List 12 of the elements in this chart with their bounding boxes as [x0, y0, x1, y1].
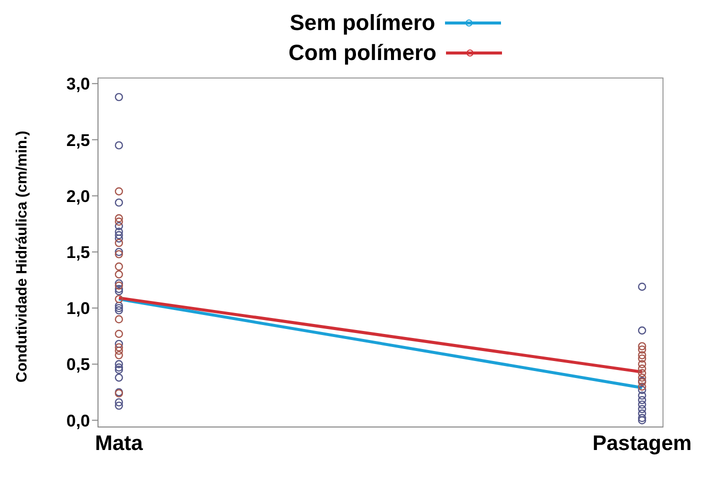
x-tick-label: Pastagem: [592, 432, 692, 455]
y-tick-label: 3,0: [66, 74, 90, 94]
legend-label: Com polímero: [288, 39, 436, 67]
legend-label: Sem polímero: [290, 9, 436, 37]
x-tick-label: Mata: [94, 432, 144, 455]
y-tick-label: 1,5: [66, 242, 90, 262]
y-axis-title: Condutividade Hidráulica (cm/min.): [13, 130, 30, 382]
y-tick-label: 0,0: [66, 411, 90, 430]
y-tick-label: 2,5: [66, 130, 90, 150]
y-tick-label: 1,0: [66, 299, 90, 318]
y-tick-label: 2,0: [66, 186, 90, 206]
y-tick-label: 0,5: [66, 355, 90, 374]
